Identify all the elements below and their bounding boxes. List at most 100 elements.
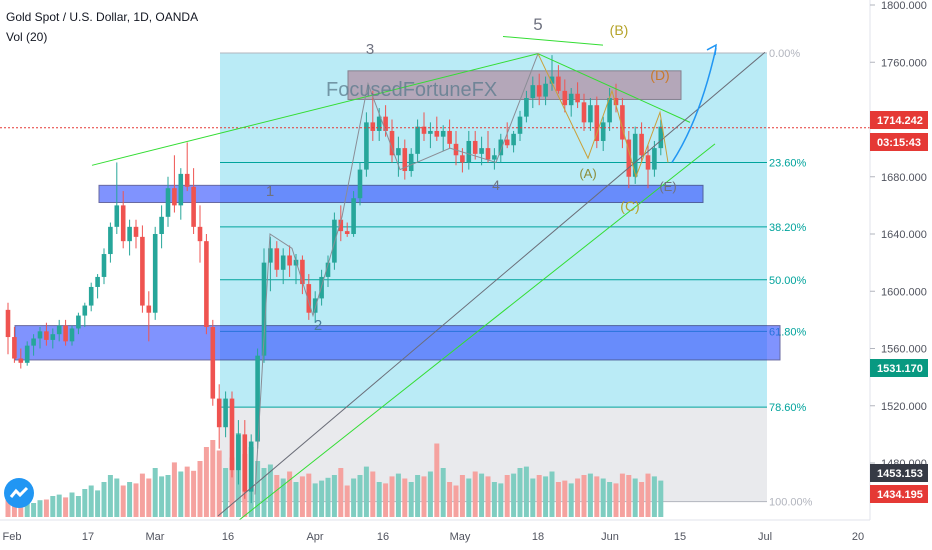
upper-trendline[interactable] — [91, 53, 539, 166]
support-zone-upper[interactable] — [98, 184, 704, 204]
volume-indicator-label[interactable]: Vol (20) — [6, 30, 48, 44]
candle-body — [485, 148, 491, 160]
volume-bar — [319, 480, 325, 517]
volume-bar — [43, 499, 49, 517]
candle-body — [312, 298, 318, 313]
watermark-text: FocusedFortuneFX — [326, 79, 497, 101]
price-tag[interactable] — [870, 133, 928, 151]
time-axis[interactable]: Feb 17 Mar 16 Apr 16 May 18 Jun 15 Jul 20 — [0, 519, 870, 550]
candle-body — [152, 234, 158, 313]
volume-bar — [517, 468, 523, 517]
volume-bar — [31, 503, 37, 517]
candle-body — [140, 236, 145, 306]
volume-bar — [408, 482, 414, 517]
volume-bar — [402, 478, 408, 517]
time-tick-label: Jun — [601, 531, 619, 543]
fib-level-label: 38.20% — [769, 222, 807, 234]
candle-body — [248, 441, 254, 492]
candle-body — [69, 328, 75, 342]
candle-body — [165, 188, 171, 217]
candle-body — [242, 434, 248, 492]
time-tick-label: 20 — [852, 531, 864, 543]
volume-bar — [255, 461, 261, 517]
fib-level-label: 50.00% — [769, 275, 807, 287]
candle-body — [639, 133, 644, 156]
price-tag[interactable] — [870, 485, 928, 503]
volume-bar — [543, 476, 549, 517]
price-tick-label: 1560.000 — [881, 344, 927, 356]
price-tick-label: 1640.000 — [881, 229, 927, 241]
volume-bar — [107, 475, 113, 517]
volume-bar — [229, 457, 235, 517]
volume-bar — [101, 482, 107, 517]
support-zone-lower[interactable] — [14, 325, 781, 361]
candle-body — [88, 286, 94, 306]
candle-body — [428, 130, 433, 134]
candle-body — [434, 130, 440, 137]
candle-body — [338, 219, 344, 232]
volume-bar — [171, 462, 177, 517]
time-tick-label: 16 — [377, 531, 389, 543]
gray-channel-line[interactable] — [217, 51, 766, 517]
candle-body — [607, 98, 612, 123]
projection-arrow[interactable] — [671, 47, 717, 163]
candle-body — [146, 305, 152, 313]
elliott-wave-path[interactable] — [254, 53, 539, 495]
projection-arrow-head — [706, 43, 717, 56]
candle-body — [479, 148, 484, 154]
triangle-top-line[interactable] — [537, 53, 691, 123]
candle-body — [159, 216, 164, 234]
price-tag[interactable] — [870, 359, 928, 377]
volume-bar — [594, 476, 600, 517]
candle-body — [620, 105, 625, 140]
candle-body — [37, 331, 43, 339]
candle-body — [357, 169, 363, 199]
volume-bar — [197, 461, 203, 517]
candle-body — [376, 116, 382, 131]
lower-green-trendline[interactable] — [227, 143, 716, 530]
wave-label: 2 — [314, 317, 322, 334]
candle-body — [82, 305, 88, 316]
volume-bar — [511, 473, 517, 517]
volume-bar — [146, 478, 152, 517]
volume-bar — [203, 447, 209, 517]
volume-bar — [536, 475, 542, 517]
volume-bar — [376, 482, 382, 517]
volume-bar — [415, 475, 421, 517]
support-resistance-zones[interactable] — [14, 70, 781, 361]
candle-body — [63, 325, 68, 342]
volume-bars — [5, 433, 664, 517]
volume-bar — [56, 494, 62, 517]
volume-bar — [434, 443, 440, 517]
candle-body — [460, 155, 465, 163]
candle-body — [261, 262, 267, 356]
price-axis[interactable]: 1800.0001760.0001720.0001680.0001640.000… — [869, 0, 932, 550]
price-tag[interactable] — [870, 111, 928, 129]
volume-bar — [587, 473, 593, 517]
wave-label: (C) — [620, 198, 639, 214]
candle-body — [504, 139, 510, 146]
trend-drawings[interactable]: FocusedFortuneFX — [0, 35, 870, 530]
candle-body — [184, 173, 190, 187]
candle-body — [466, 140, 472, 163]
wave5-top-line[interactable] — [502, 35, 604, 46]
fib-level-label: 78.60% — [769, 402, 807, 414]
candle-body — [594, 105, 600, 141]
corrective-wave-path[interactable] — [537, 53, 669, 179]
price-tick-label: 1600.000 — [881, 286, 927, 298]
volume-bar — [383, 483, 389, 517]
volume-bar — [351, 478, 357, 517]
price-tag-label: 1453.153 — [877, 468, 923, 480]
volume-bar — [626, 475, 632, 517]
resistance-zone[interactable] — [347, 70, 682, 100]
candle-body — [172, 188, 177, 206]
wave-label: (A) — [579, 166, 596, 181]
candle-body — [632, 133, 638, 177]
volume-bar — [216, 450, 222, 517]
candle-body — [472, 140, 478, 154]
price-tag[interactable] — [870, 464, 928, 482]
candle-body — [31, 338, 36, 346]
candle-body — [18, 358, 24, 363]
wave-label: 1 — [266, 183, 274, 200]
